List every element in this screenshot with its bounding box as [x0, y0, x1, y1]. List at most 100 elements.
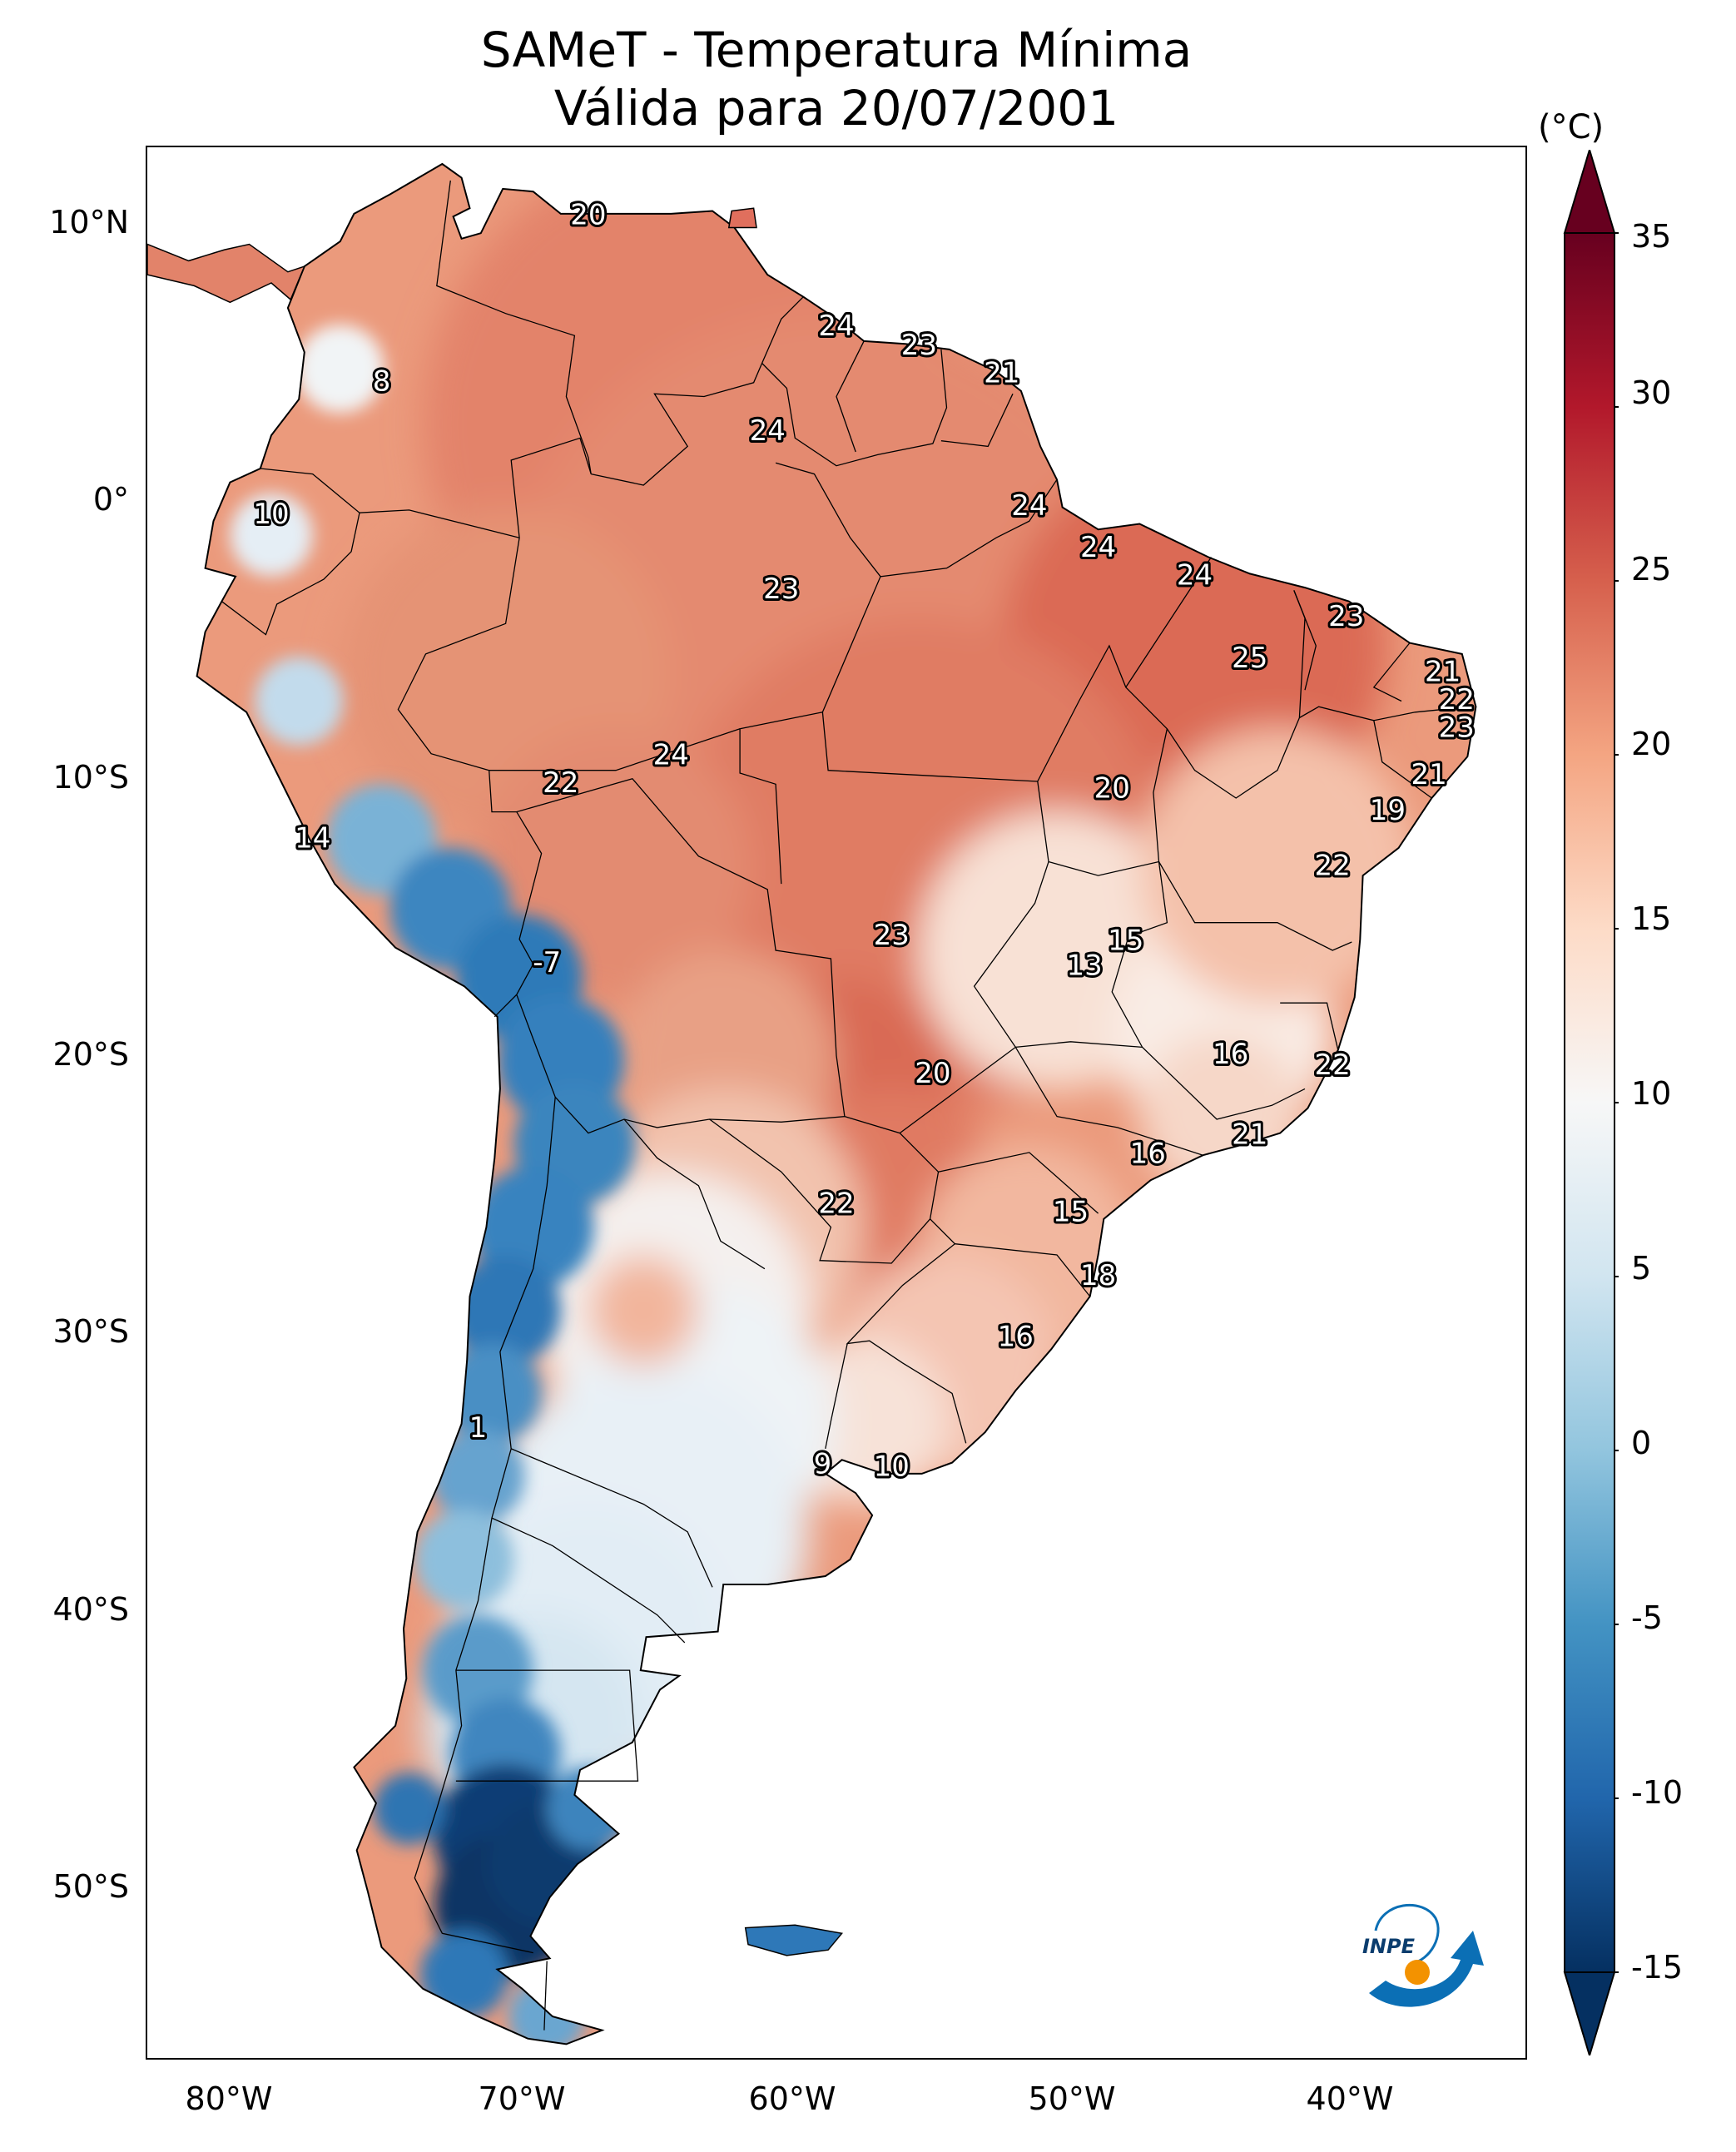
contour-label: 20	[570, 199, 606, 232]
lon-label-60w: 60°W	[748, 2080, 836, 2117]
logo-text: INPE	[1362, 1935, 1416, 1958]
map-frame: 20 8 24 23 21 24 10 24 24 24 23 23 25 21 22 23 24 22 20 21 1…	[146, 146, 1527, 2060]
contour-label: 23	[763, 573, 799, 606]
colorbar-tick-30: 30	[1631, 374, 1672, 411]
border-line	[1293, 590, 1317, 691]
lat-label-50s: 50°S	[52, 1868, 129, 1905]
contour-label: 23	[1328, 600, 1364, 633]
temperature-field-patch	[373, 1773, 445, 1845]
border-line	[397, 437, 592, 1018]
colorbar-tick-minus10: -10	[1631, 1774, 1684, 1811]
contour-label: 1	[469, 1411, 488, 1445]
contour-label: 16	[1213, 1038, 1248, 1071]
border-line	[1280, 1002, 1339, 1050]
contour-label: 23	[1439, 711, 1475, 744]
contour-label: 24	[1080, 531, 1116, 564]
logo-swoosh	[1369, 1931, 1484, 2007]
contour-label: 10	[253, 498, 289, 531]
lat-label-10n: 10°N	[49, 204, 129, 240]
contour-label: 22	[1315, 1049, 1351, 1082]
country-borders	[221, 180, 1471, 2031]
border-line	[973, 860, 1306, 1120]
temperature-field-patch	[442, 1343, 542, 1444]
logo-orbit	[1374, 1904, 1440, 1966]
lon-label-50w: 50°W	[1028, 2080, 1116, 2117]
contour-label: 24	[1011, 489, 1047, 523]
colorbar-tick-0: 0	[1631, 1425, 1652, 1461]
coastline	[196, 162, 1477, 2045]
contour-label: 10	[874, 1450, 910, 1484]
border-line	[761, 349, 948, 467]
colorbar-tick-10: 10	[1631, 1075, 1672, 1112]
border-line	[1373, 720, 1432, 799]
colorbar-tick-5: 5	[1631, 1250, 1652, 1287]
contour-label: 18	[1080, 1259, 1116, 1292]
border-line	[709, 1115, 940, 1264]
temperature-field-patch	[419, 1930, 508, 2020]
border-line	[836, 340, 865, 453]
islands	[147, 207, 843, 1956]
contour-label: 15	[1108, 925, 1143, 958]
contour-label: 24	[750, 414, 786, 448]
falkland-islands	[744, 1924, 843, 1956]
contour-label: -7	[533, 946, 561, 979]
contour-label: 22	[1315, 850, 1351, 883]
border-line	[543, 1961, 548, 2031]
contour-label: 20	[1094, 771, 1130, 805]
temperature-field-patch	[230, 493, 313, 577]
colorbar-tick-20: 20	[1631, 726, 1672, 762]
colorbar-unit: (°C)	[1538, 108, 1605, 146]
contour-label: 22	[1439, 683, 1475, 717]
chart-title: SAMeT - Temperatura Mínima	[480, 22, 1193, 78]
border-line	[1125, 557, 1212, 688]
lon-label-80w: 80°W	[185, 2080, 273, 2117]
logo-sun	[1405, 1960, 1430, 1985]
border-line	[775, 462, 881, 578]
border-line	[489, 728, 741, 771]
border-line	[591, 296, 804, 486]
colorbar-tick-25: 25	[1631, 551, 1672, 588]
panama-landmass	[147, 243, 306, 304]
contour-label: 21	[1232, 1118, 1267, 1151]
border-line	[516, 777, 846, 1134]
colorbar-tick-minus5: -5	[1631, 1599, 1663, 1636]
border-line	[846, 1218, 967, 1444]
border-line	[1372, 642, 1411, 702]
border-line	[1015, 1041, 1143, 1049]
colorbar-extend-bottom	[1563, 1971, 1616, 2055]
temperature-field-patch	[414, 1510, 514, 1609]
lat-label-30s: 30°S	[52, 1313, 129, 1350]
contour-label: 23	[901, 329, 937, 362]
contour-label: 9	[814, 1447, 832, 1480]
contour-label: 15	[1053, 1196, 1089, 1229]
colorbar-tick-minus15: -15	[1631, 1949, 1684, 1986]
border-line	[821, 478, 1058, 713]
contour-label: 8	[373, 364, 391, 398]
contour-label: 16	[1130, 1138, 1166, 1171]
border-line	[510, 1448, 713, 1588]
contour-label: 21	[1425, 656, 1461, 689]
contour-label: 21	[1411, 758, 1446, 791]
border-line	[1037, 644, 1168, 862]
border-line	[491, 1517, 686, 1644]
contour-label: 21	[984, 356, 1019, 389]
colorbar	[1563, 150, 1619, 2055]
contour-label: 23	[874, 919, 910, 952]
contour-label: 14	[295, 821, 330, 855]
contour-label: 13	[1066, 949, 1102, 982]
chart-subtitle: Válida para 20/07/2001	[553, 80, 1119, 136]
lat-label-20s: 20°S	[52, 1036, 129, 1073]
temperature-field-patch	[547, 1767, 630, 1851]
lon-label-70w: 70°W	[478, 2080, 566, 2117]
lon-label-40w: 40°W	[1306, 2080, 1394, 2117]
contour-label: 25	[1232, 642, 1267, 675]
contour-label: 20	[915, 1057, 950, 1090]
border-line	[414, 1097, 556, 1954]
colorbar-tick-15: 15	[1631, 900, 1672, 937]
border-line	[1158, 861, 1352, 951]
contour-label: 24	[653, 739, 689, 772]
contour-label: 16	[998, 1320, 1034, 1353]
trinidad-island	[727, 207, 757, 229]
